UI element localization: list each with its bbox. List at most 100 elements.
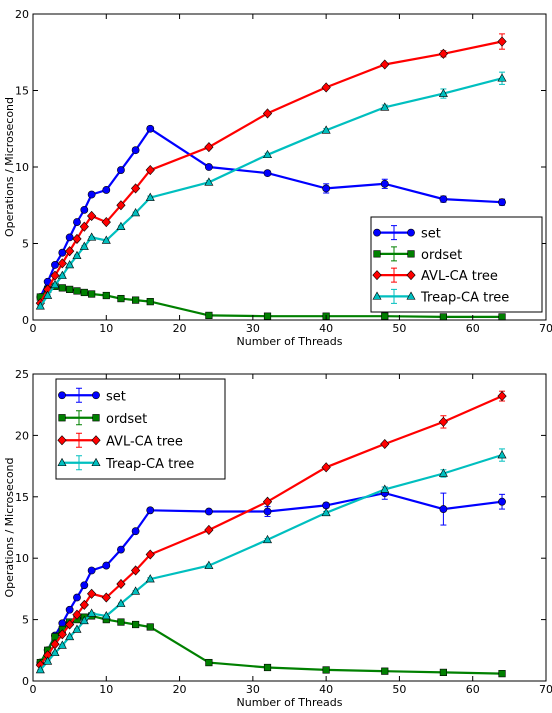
data-point <box>65 631 75 641</box>
data-point <box>117 166 125 174</box>
data-point <box>497 391 507 402</box>
x-tick-label: 20 <box>173 322 187 335</box>
data-point <box>439 195 448 204</box>
data-point <box>43 290 53 299</box>
chart-2: 0 10 20 30 40 50 60 70 0 5 10 15 20 25 Number of Threa… <box>3 368 552 709</box>
legend-item: AVL-CA tree <box>57 432 183 449</box>
data-point <box>72 624 82 633</box>
legend-label: set <box>421 227 441 242</box>
legend-item: set <box>58 387 126 404</box>
data-point <box>73 287 81 295</box>
legend-item: Treap-CA tree <box>57 455 194 472</box>
legend-marker <box>91 435 101 446</box>
data-point <box>204 163 213 171</box>
legend-marker <box>92 391 100 400</box>
data-point <box>102 291 110 300</box>
series-line <box>39 491 503 664</box>
legend-marker <box>58 391 66 400</box>
data-point <box>145 165 155 176</box>
x-tick-label: 50 <box>392 322 406 335</box>
data-point <box>73 593 81 602</box>
y-tick-label: 15 <box>15 491 29 504</box>
x-axis-label: Number of Threads <box>237 335 343 348</box>
data-point <box>380 438 390 450</box>
x-tick-label: 60 <box>466 683 480 696</box>
legend-marker <box>373 228 381 237</box>
x-tick-label: 40 <box>319 322 333 335</box>
data-point <box>132 620 140 629</box>
y-tick-label: 20 <box>15 429 29 442</box>
data-point <box>43 656 53 665</box>
data-point <box>438 88 448 97</box>
data-point <box>439 313 448 321</box>
legend-item: ordset <box>373 246 462 263</box>
legend-marker <box>407 228 415 237</box>
data-point <box>35 301 45 310</box>
y-axis-label: Operations / Microsecond <box>3 97 16 237</box>
data-point <box>87 608 97 617</box>
data-point <box>204 507 213 516</box>
legend-item: ordset <box>58 410 147 427</box>
data-point <box>438 48 449 59</box>
data-point <box>263 507 272 516</box>
data-point <box>146 623 154 631</box>
data-point <box>263 534 273 544</box>
legend-marker <box>372 291 382 300</box>
series-treap-ca-tree <box>35 448 507 674</box>
legend-marker <box>373 250 381 258</box>
data-point <box>50 279 60 289</box>
legend-item: set <box>373 225 441 242</box>
y-tick-label: 0 <box>22 314 29 327</box>
data-point <box>79 221 89 232</box>
series-treap-ca-tree <box>35 71 507 310</box>
x-tick-label: 30 <box>246 322 260 335</box>
x-tick-label: 0 <box>30 683 37 696</box>
data-point <box>72 609 82 620</box>
data-point <box>205 658 213 667</box>
data-point <box>101 235 111 244</box>
data-point <box>498 198 506 207</box>
data-point <box>145 549 155 560</box>
data-point <box>381 312 389 320</box>
data-point <box>146 298 154 306</box>
y-tick-label: 15 <box>15 85 29 98</box>
legend-marker <box>406 270 416 281</box>
y-axis-label: Operations / Microsecond <box>3 457 16 597</box>
series-line <box>39 614 503 675</box>
legend-marker <box>92 414 100 422</box>
data-point <box>204 524 214 536</box>
x-tick-label: 20 <box>173 683 187 696</box>
data-point <box>380 484 390 493</box>
series-set <box>36 486 506 667</box>
data-point <box>131 146 140 155</box>
legend-label: AVL-CA tree <box>106 434 183 449</box>
x-tick-label: 30 <box>246 683 260 696</box>
data-point <box>51 633 59 641</box>
data-point <box>80 581 89 590</box>
data-point <box>131 527 140 536</box>
data-point <box>497 450 507 459</box>
data-point <box>498 670 506 678</box>
data-point <box>381 667 389 675</box>
data-point <box>116 578 126 590</box>
data-point <box>438 416 449 427</box>
data-point <box>498 313 506 321</box>
data-point <box>102 561 111 570</box>
data-point <box>87 232 97 241</box>
data-point <box>73 218 81 226</box>
data-point <box>263 149 273 159</box>
data-point <box>321 82 331 93</box>
y-tick-label: 10 <box>15 552 29 565</box>
data-point <box>322 184 331 193</box>
x-tick-label: 10 <box>99 683 113 696</box>
data-point <box>101 610 111 620</box>
data-point <box>497 73 507 82</box>
legend-marker <box>57 457 67 467</box>
data-point <box>80 205 89 214</box>
legend-label: ordset <box>106 412 147 427</box>
data-point <box>116 221 126 230</box>
data-point <box>262 496 273 507</box>
data-point <box>79 599 89 610</box>
data-point <box>204 560 214 569</box>
